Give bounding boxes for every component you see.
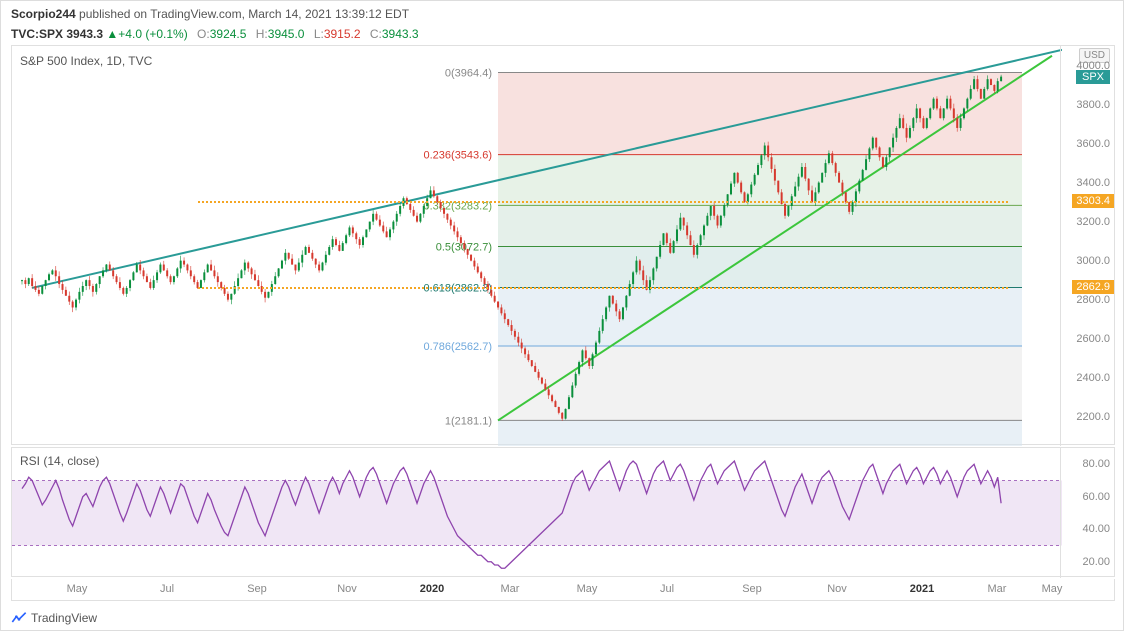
- y-tick: 3800.0: [1076, 99, 1110, 111]
- rsi-tick: 20.00: [1082, 556, 1110, 568]
- price-pane[interactable]: S&P 500 Index, 1D, TVC 0(3964.4)0.236(35…: [12, 46, 1062, 446]
- last-price: 3943.3: [66, 27, 103, 41]
- change: ▲+4.0 (+0.1%): [106, 27, 187, 41]
- spx-badge: SPX: [1076, 70, 1110, 84]
- svg-text:0.236(3543.6): 0.236(3543.6): [424, 150, 493, 162]
- footer-brand: TradingView: [31, 611, 97, 625]
- alert-marker: 3303.4: [1072, 194, 1114, 208]
- rsi-tick: 80.00: [1082, 458, 1110, 470]
- x-tick: May: [67, 583, 88, 595]
- open: 3924.5: [210, 27, 247, 41]
- svg-text:0.786(2562.7): 0.786(2562.7): [424, 341, 493, 353]
- y-tick: 2400.0: [1076, 372, 1110, 384]
- symbol: TVC:SPX: [11, 27, 63, 41]
- y-tick: 3200.0: [1076, 216, 1110, 228]
- x-tick: Mar: [501, 583, 520, 595]
- x-tick: Nov: [337, 583, 357, 595]
- y-tick: 3400.0: [1076, 177, 1110, 189]
- publish-text: published on TradingView.com,: [79, 7, 248, 21]
- rsi-svg: [12, 448, 1062, 578]
- y-tick: 2200.0: [1076, 411, 1110, 423]
- rsi-y-axis: 20.00 40.00 60.00 80.00: [1060, 448, 1114, 578]
- x-tick: Jul: [660, 583, 674, 595]
- publish-date: March 14, 2021 13:39:12 EDT: [248, 7, 409, 21]
- alert-line-2: [198, 287, 1008, 289]
- y-tick: 4000.0: [1076, 60, 1110, 72]
- svg-text:0(3964.4): 0(3964.4): [445, 67, 492, 79]
- x-tick: Sep: [247, 583, 267, 595]
- price-chart-area[interactable]: S&P 500 Index, 1D, TVC 0(3964.4) 0.236(35…: [11, 45, 1115, 445]
- author-name: Scorpio244: [11, 7, 76, 21]
- rsi-title: RSI (14, close): [20, 454, 99, 468]
- low: 3915.2: [324, 27, 361, 41]
- rsi-tick: 40.00: [1082, 523, 1110, 535]
- svg-text:1(2181.1): 1(2181.1): [445, 415, 492, 427]
- tradingview-logo-icon: [11, 610, 27, 626]
- y-tick: 3600.0: [1076, 138, 1110, 150]
- close: 3943.3: [382, 27, 419, 41]
- high: 3945.0: [268, 27, 305, 41]
- x-tick: Sep: [742, 583, 762, 595]
- price-svg: 0(3964.4)0.236(3543.6)0.382(3283.2)0.5(3…: [12, 46, 1062, 446]
- time-x-axis: May Jul Sep Nov 2020 Mar May Jul Sep Nov 2021 Mar Ma…: [11, 579, 1115, 601]
- price-y-axis: USD SPX 2200.02400.02600.02800.03000.032…: [1060, 46, 1114, 446]
- x-tick: May: [1042, 583, 1063, 595]
- alert-line-1: [198, 201, 1008, 203]
- chart-title: S&P 500 Index, 1D, TVC: [20, 54, 152, 68]
- x-tick: Nov: [827, 583, 847, 595]
- footer: TradingView: [11, 610, 97, 626]
- x-tick: 2020: [420, 583, 444, 595]
- alert-marker: 2862.9: [1072, 280, 1114, 294]
- ticker-row: TVC:SPX 3943.3 ▲+4.0 (+0.1%) O:3924.5 H:…: [1, 27, 1123, 45]
- rsi-area[interactable]: RSI (14, close) 20.00 40.00 60.00 80.00: [11, 447, 1115, 577]
- y-tick: 3000.0: [1076, 255, 1110, 267]
- y-tick: 2800.0: [1076, 294, 1110, 306]
- x-tick: Mar: [988, 583, 1007, 595]
- y-tick: 2600.0: [1076, 333, 1110, 345]
- chart-container: Scorpio244 published on TradingView.com,…: [0, 0, 1124, 631]
- x-tick: 2021: [910, 583, 934, 595]
- rsi-pane[interactable]: RSI (14, close): [12, 448, 1062, 578]
- x-tick: Jul: [160, 583, 174, 595]
- publish-header: Scorpio244 published on TradingView.com,…: [1, 1, 1123, 27]
- rsi-tick: 60.00: [1082, 491, 1110, 503]
- x-tick: May: [577, 583, 598, 595]
